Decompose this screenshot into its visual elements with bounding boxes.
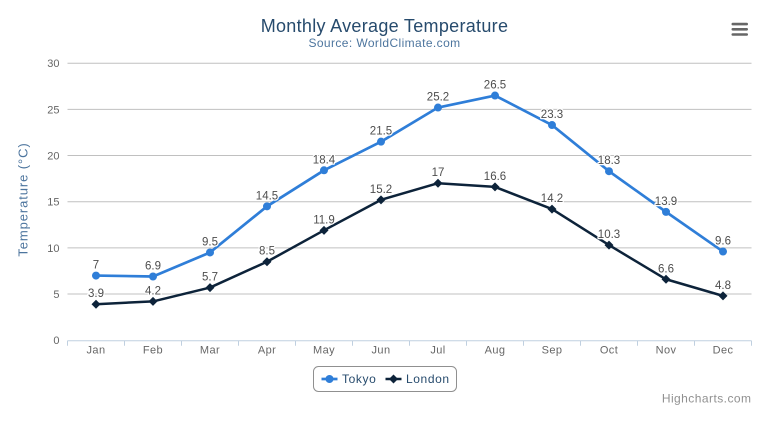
svg-text:23.3: 23.3	[541, 109, 563, 121]
svg-text:25: 25	[47, 104, 59, 116]
svg-text:18.4: 18.4	[313, 154, 336, 166]
svg-text:Dec: Dec	[713, 345, 734, 357]
svg-text:Tokyo: Tokyo	[342, 372, 376, 386]
svg-text:6.9: 6.9	[145, 260, 161, 272]
svg-text:18.3: 18.3	[598, 155, 620, 167]
svg-text:Jun: Jun	[372, 345, 391, 357]
svg-text:Monthly Average Temperature: Monthly Average Temperature	[261, 16, 509, 36]
svg-text:Sep: Sep	[542, 345, 563, 357]
svg-text:Jul: Jul	[430, 345, 445, 357]
svg-text:Nov: Nov	[656, 345, 677, 357]
svg-text:Source: WorldClimate.com: Source: WorldClimate.com	[308, 36, 460, 50]
svg-text:14.5: 14.5	[256, 190, 278, 202]
svg-text:8.5: 8.5	[259, 246, 275, 258]
svg-text:5.7: 5.7	[202, 272, 218, 284]
svg-text:Oct: Oct	[600, 345, 618, 357]
svg-text:7: 7	[93, 260, 99, 272]
svg-text:20: 20	[47, 151, 59, 163]
svg-text:15.2: 15.2	[370, 184, 392, 196]
svg-text:4.8: 4.8	[715, 280, 731, 292]
svg-text:Apr: Apr	[258, 345, 276, 357]
svg-text:Mar: Mar	[200, 345, 220, 357]
svg-text:Jan: Jan	[87, 345, 106, 357]
svg-text:11.9: 11.9	[313, 214, 335, 226]
svg-text:10: 10	[47, 243, 59, 255]
svg-text:9.6: 9.6	[715, 236, 731, 248]
svg-text:25.2: 25.2	[427, 92, 449, 104]
svg-text:3.9: 3.9	[88, 288, 104, 300]
svg-text:Temperature (°C): Temperature (°C)	[16, 142, 31, 256]
svg-text:9.5: 9.5	[202, 236, 218, 248]
svg-text:Highcharts.com: Highcharts.com	[662, 392, 752, 406]
svg-text:26.5: 26.5	[484, 80, 506, 92]
svg-text:13.9: 13.9	[655, 196, 677, 208]
svg-text:London: London	[406, 372, 450, 386]
svg-text:14.2: 14.2	[541, 193, 563, 205]
svg-text:21.5: 21.5	[370, 126, 392, 138]
svg-text:16.6: 16.6	[484, 171, 506, 183]
svg-text:15: 15	[47, 197, 59, 209]
svg-text:30: 30	[47, 58, 59, 70]
svg-text:17: 17	[432, 167, 445, 179]
svg-text:Feb: Feb	[143, 345, 163, 357]
svg-text:5: 5	[53, 289, 59, 301]
svg-text:0: 0	[53, 335, 59, 347]
svg-text:May: May	[313, 345, 335, 357]
svg-text:10.3: 10.3	[598, 229, 620, 241]
svg-text:6.6: 6.6	[658, 263, 674, 275]
svg-text:Aug: Aug	[485, 345, 506, 357]
svg-text:4.2: 4.2	[145, 285, 161, 297]
